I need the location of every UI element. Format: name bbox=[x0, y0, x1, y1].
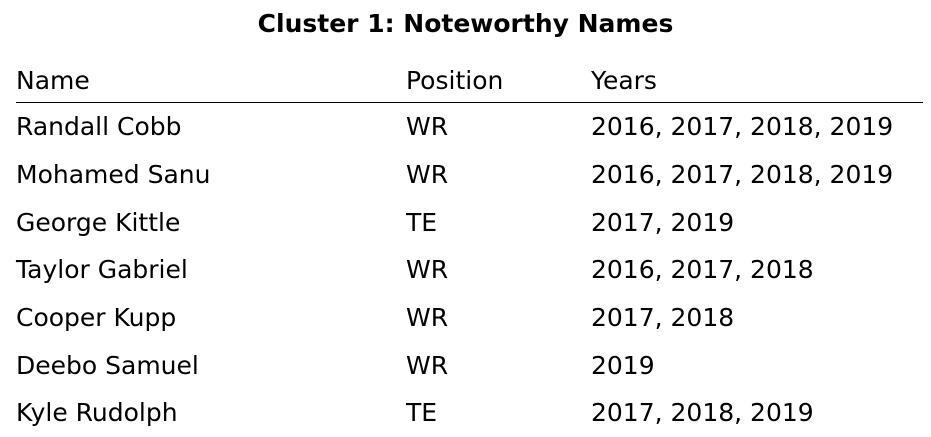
column-header-position: Position bbox=[406, 58, 591, 103]
table-row: Deebo Samuel WR 2019 bbox=[16, 341, 923, 389]
cell-position: WR bbox=[406, 255, 449, 285]
cell-years: 2017, 2018 bbox=[591, 303, 735, 333]
cell-position: WR bbox=[406, 303, 449, 333]
cell-years: 2016, 2017, 2018, 2019 bbox=[591, 112, 894, 142]
table-row: Mohamed Sanu WR 2016, 2017, 2018, 2019 bbox=[16, 151, 923, 199]
cell-years: 2019 bbox=[591, 350, 655, 380]
cell-position: WR bbox=[406, 112, 449, 142]
cell-name: Mohamed Sanu bbox=[16, 160, 211, 190]
table-row: Kyle Rudolph TE 2017, 2018, 2019 bbox=[16, 389, 923, 437]
cell-position: WR bbox=[406, 160, 449, 190]
cell-name: Taylor Gabriel bbox=[16, 255, 188, 285]
cell-name: Randall Cobb bbox=[16, 112, 182, 142]
cell-name: Deebo Samuel bbox=[16, 350, 199, 380]
cell-position: TE bbox=[406, 207, 438, 237]
cell-years: 2017, 2019 bbox=[591, 207, 735, 237]
cell-position: TE bbox=[406, 398, 438, 428]
cell-years: 2016, 2017, 2018, 2019 bbox=[591, 160, 894, 190]
table-row: Taylor Gabriel WR 2016, 2017, 2018 bbox=[16, 246, 923, 294]
table-row: Randall Cobb WR 2016, 2017, 2018, 2019 bbox=[16, 103, 923, 151]
header-row: Name Position Years bbox=[16, 58, 923, 103]
table-row: Cooper Kupp WR 2017, 2018 bbox=[16, 294, 923, 342]
cell-name: Cooper Kupp bbox=[16, 303, 177, 333]
players-table: Name Position Years Randall Cobb WR 2016… bbox=[16, 58, 923, 437]
table-title: Cluster 1: Noteworthy Names bbox=[257, 9, 674, 38]
table-row: George Kittle TE 2017, 2019 bbox=[16, 198, 923, 246]
cell-years: 2017, 2018, 2019 bbox=[591, 398, 814, 428]
column-header-years: Years bbox=[591, 58, 923, 103]
cell-position: WR bbox=[406, 350, 449, 380]
cell-name: George Kittle bbox=[16, 207, 181, 237]
column-header-name: Name bbox=[16, 58, 406, 103]
cell-years: 2016, 2017, 2018 bbox=[591, 255, 814, 285]
cell-name: Kyle Rudolph bbox=[16, 398, 178, 428]
